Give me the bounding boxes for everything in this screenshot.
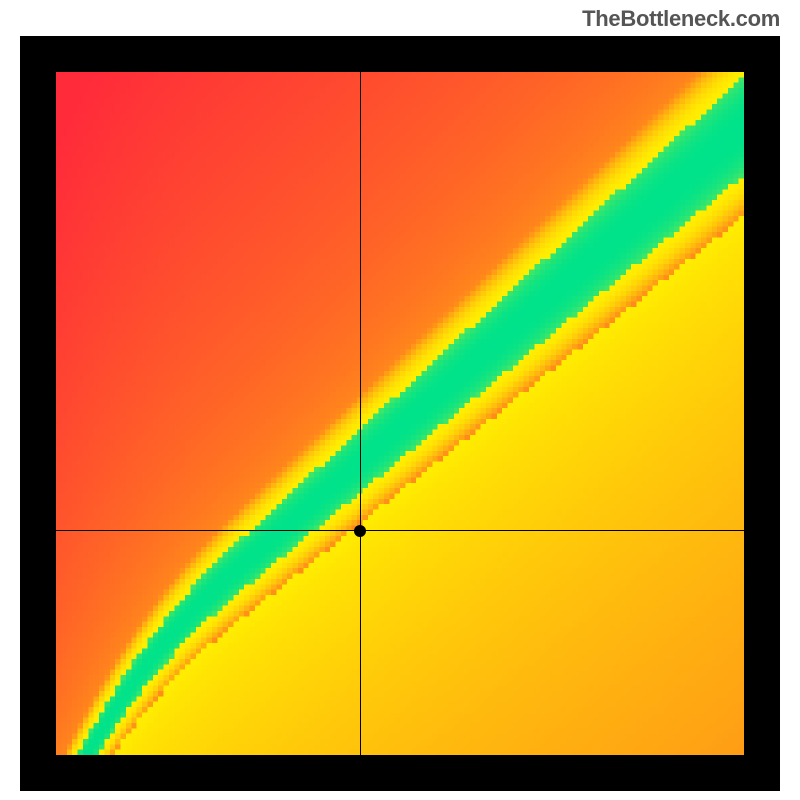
watermark-text: TheBottleneck.com bbox=[582, 6, 780, 32]
crosshair-vertical bbox=[360, 72, 361, 755]
chart-container: { "watermark": { "text": "TheBottleneck.… bbox=[0, 0, 800, 800]
crosshair-horizontal bbox=[56, 530, 744, 531]
marker-dot bbox=[354, 525, 366, 537]
heatmap-canvas bbox=[56, 72, 744, 755]
